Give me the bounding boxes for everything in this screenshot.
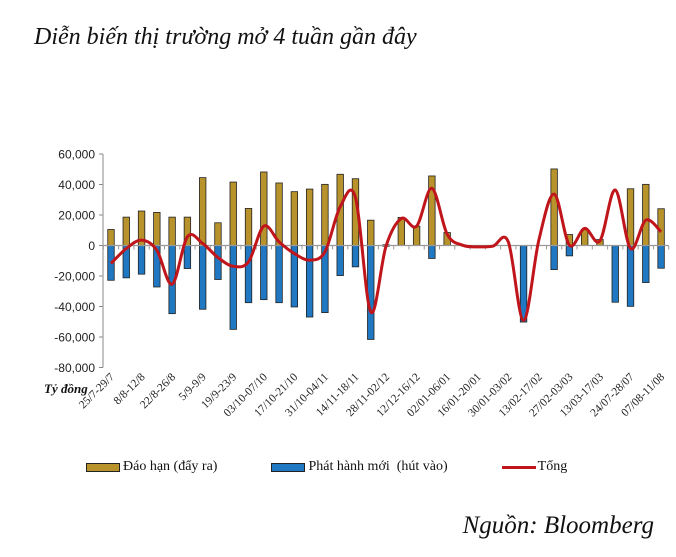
issuance-bar <box>657 245 665 269</box>
maturity-bar <box>367 219 375 246</box>
legend-label-maturity: Đáo hạn (đẩy ra) <box>123 459 218 474</box>
maturity-bar <box>305 188 314 246</box>
maturity-bar <box>642 183 650 246</box>
issuance-bar <box>275 245 283 304</box>
issuance-bar <box>260 245 268 301</box>
y-axis-unit-label: Tỷ đồng <box>44 381 88 396</box>
y-tick-label: -80,000 <box>54 361 95 375</box>
y-tick-label: -60,000 <box>54 331 95 345</box>
total-line <box>109 186 663 322</box>
issuance-bar <box>611 245 619 303</box>
legend-swatch-maturity <box>86 462 120 472</box>
maturity-bar <box>229 181 237 246</box>
chart-title: Diễn biến thị trường mở 4 tuần gần đây <box>34 24 417 50</box>
maturity-bar <box>290 191 299 246</box>
maturity-bar <box>122 216 130 246</box>
legend-item-total: Tổng <box>501 459 568 475</box>
issuance-bar <box>183 245 192 269</box>
legend-line-total <box>501 465 536 469</box>
maturity-bar <box>626 188 635 246</box>
maturity-bar <box>412 225 421 246</box>
maturity-bar <box>275 182 283 246</box>
y-tick-label: 60,000 <box>58 148 95 162</box>
legend: Đáo hạn (đẩy ra) Phát hành mới (hút vào)… <box>86 459 621 475</box>
maturity-bar <box>168 216 176 246</box>
maturity-bar <box>321 183 329 246</box>
source-note: Nguồn: Bloomberg <box>462 512 654 539</box>
maturity-bar <box>428 175 436 246</box>
legend-label-total: Tổng <box>537 459 568 474</box>
maturity-bar <box>244 208 253 246</box>
legend-swatch-issuance <box>271 462 306 472</box>
issuance-bar <box>642 245 650 283</box>
legend-item-issuance: Phát hành mới (hút vào) <box>271 459 448 475</box>
issuance-bar <box>214 245 222 280</box>
issuance-bar <box>428 245 436 259</box>
y-tick-label: -20,000 <box>54 270 95 284</box>
issuance-bar <box>336 245 344 276</box>
maturity-bar <box>153 212 161 246</box>
y-tick-label: 0 <box>88 239 95 253</box>
maturity-bar <box>107 229 115 246</box>
issuance-bar <box>626 245 635 307</box>
issuance-bar <box>351 245 360 268</box>
y-tick-label: -40,000 <box>54 300 95 314</box>
issuance-bar <box>229 245 237 330</box>
legend-item-maturity: Đáo hạn (đẩy ra) <box>86 459 217 475</box>
issuance-bar <box>550 245 558 270</box>
y-tick-label: 20,000 <box>58 209 95 223</box>
issuance-bar <box>137 245 146 275</box>
legend-label-issuance: Phát hành mới (hút vào) <box>308 459 448 474</box>
maturity-bar <box>199 177 207 246</box>
maturity-bar <box>214 222 222 246</box>
issuance-bar <box>199 245 207 310</box>
maturity-bar <box>260 171 268 246</box>
y-tick-label: 40,000 <box>58 178 95 192</box>
maturity-bar <box>550 168 558 246</box>
issuance-bar <box>305 245 314 318</box>
